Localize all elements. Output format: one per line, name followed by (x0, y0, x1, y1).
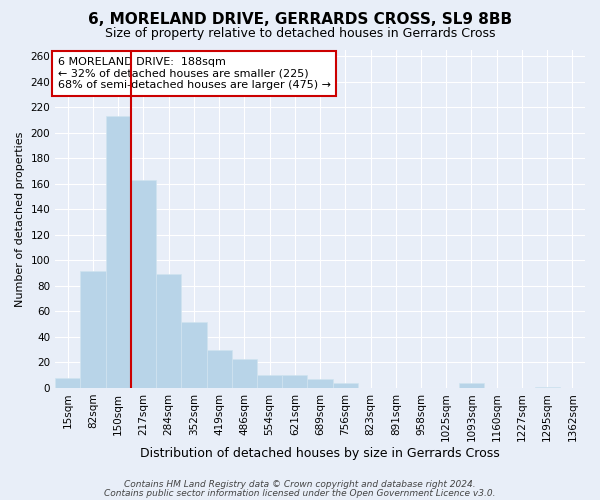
Text: Contains HM Land Registry data © Crown copyright and database right 2024.: Contains HM Land Registry data © Crown c… (124, 480, 476, 489)
Bar (535, 386, 560, 388)
Bar (206, 350, 232, 388)
Bar (307, 379, 332, 388)
Text: Size of property relative to detached houses in Gerrards Cross: Size of property relative to detached ho… (105, 28, 495, 40)
Bar (332, 382, 358, 388)
Text: 6 MORELAND DRIVE:  188sqm
← 32% of detached houses are smaller (225)
68% of semi: 6 MORELAND DRIVE: 188sqm ← 32% of detach… (58, 57, 331, 90)
Bar (80, 270, 106, 388)
Bar (257, 375, 282, 388)
X-axis label: Distribution of detached houses by size in Gerrards Cross: Distribution of detached houses by size … (140, 447, 500, 460)
Text: Contains public sector information licensed under the Open Government Licence v3: Contains public sector information licen… (104, 488, 496, 498)
Bar (55, 378, 80, 388)
Bar (106, 116, 131, 388)
Y-axis label: Number of detached properties: Number of detached properties (15, 131, 25, 306)
Bar (232, 358, 257, 388)
Bar (156, 274, 181, 388)
Bar (131, 180, 156, 388)
Bar (181, 322, 206, 388)
Bar (282, 375, 307, 388)
Bar (459, 382, 484, 388)
Text: 6, MORELAND DRIVE, GERRARDS CROSS, SL9 8BB: 6, MORELAND DRIVE, GERRARDS CROSS, SL9 8… (88, 12, 512, 28)
